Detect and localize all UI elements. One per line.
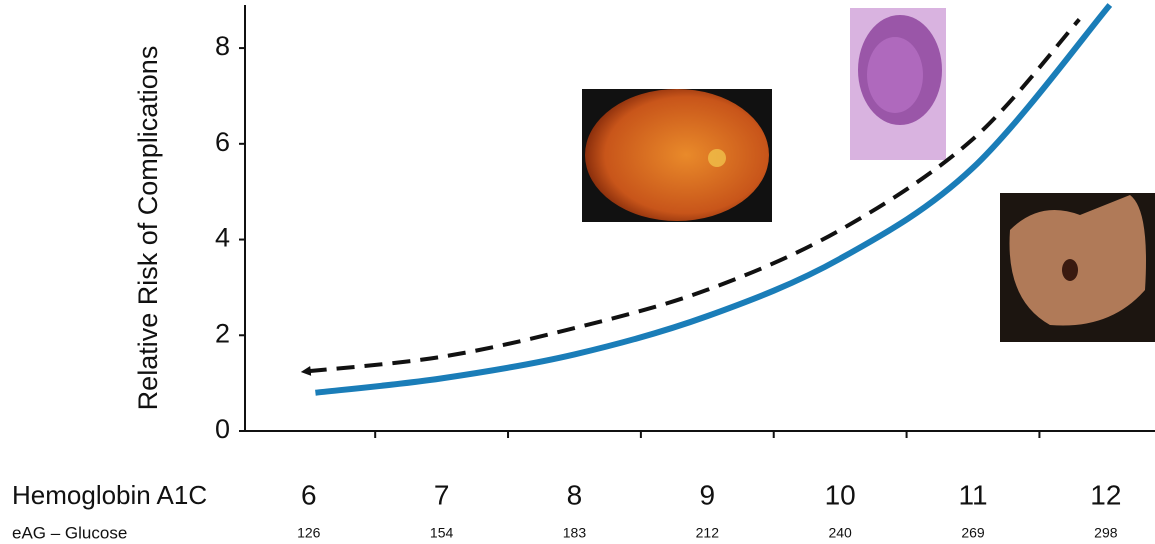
x-tick-label: 10 — [825, 479, 856, 510]
y-tick-label: 4 — [215, 223, 230, 253]
x2-tick-label: 183 — [563, 525, 587, 541]
x-tick-label: 8 — [567, 479, 583, 510]
x2-axis-title: eAG – Glucose — [12, 523, 127, 542]
chart: Relative Risk of Complications Hemoglobi… — [0, 0, 1155, 544]
foot-photo — [1000, 193, 1155, 342]
x-tick-label: 6 — [301, 479, 317, 510]
y-tick-label: 8 — [215, 31, 230, 61]
retina-photo — [582, 89, 772, 222]
y-tick-label: 6 — [215, 127, 230, 157]
x2-tick-label: 154 — [430, 525, 454, 541]
y-tick-label: 0 — [215, 414, 230, 444]
x2-tick-label: 240 — [828, 525, 852, 541]
x-tick-label: 11 — [958, 479, 987, 510]
kidney-photo — [850, 8, 946, 160]
x-axis-title: Hemoglobin A1C — [12, 480, 207, 510]
x2-tick-label: 298 — [1094, 525, 1118, 541]
y-axis-title: Relative Risk of Complications — [133, 46, 163, 411]
x2-tick-label: 126 — [297, 525, 321, 541]
x-tick-label: 9 — [700, 479, 716, 510]
y-tick-label: 2 — [215, 318, 230, 348]
x2-tick-label: 212 — [696, 525, 720, 541]
x-tick-label: 7 — [434, 479, 450, 510]
x-tick-label: 12 — [1090, 479, 1121, 510]
x2-tick-label: 269 — [961, 525, 985, 541]
